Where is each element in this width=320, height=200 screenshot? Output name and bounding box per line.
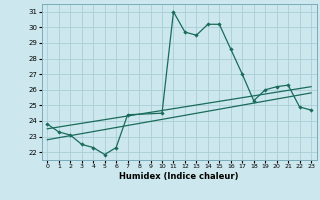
X-axis label: Humidex (Indice chaleur): Humidex (Indice chaleur) (119, 172, 239, 181)
